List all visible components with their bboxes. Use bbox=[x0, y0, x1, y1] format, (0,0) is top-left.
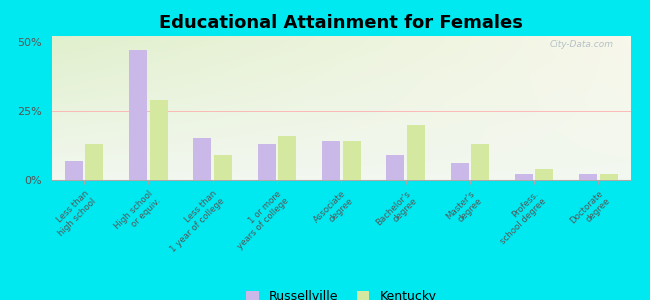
Bar bbox=[194, 139, 211, 180]
Bar bbox=[515, 175, 533, 180]
Bar bbox=[450, 164, 469, 180]
Bar bbox=[536, 169, 553, 180]
Bar bbox=[343, 141, 361, 180]
Bar bbox=[322, 141, 340, 180]
Title: Educational Attainment for Females: Educational Attainment for Females bbox=[159, 14, 523, 32]
Bar bbox=[257, 144, 276, 180]
Bar bbox=[579, 175, 597, 180]
Bar bbox=[386, 155, 404, 180]
Bar bbox=[600, 175, 618, 180]
Bar bbox=[65, 160, 83, 180]
Bar bbox=[471, 144, 489, 180]
Bar bbox=[214, 155, 232, 180]
Bar bbox=[150, 100, 168, 180]
Legend: Russellville, Kentucky: Russellville, Kentucky bbox=[240, 284, 443, 300]
Bar bbox=[407, 124, 425, 180]
Bar bbox=[85, 144, 103, 180]
Bar bbox=[129, 50, 147, 180]
Text: City-Data.com: City-Data.com bbox=[549, 40, 613, 49]
Bar bbox=[278, 136, 296, 180]
